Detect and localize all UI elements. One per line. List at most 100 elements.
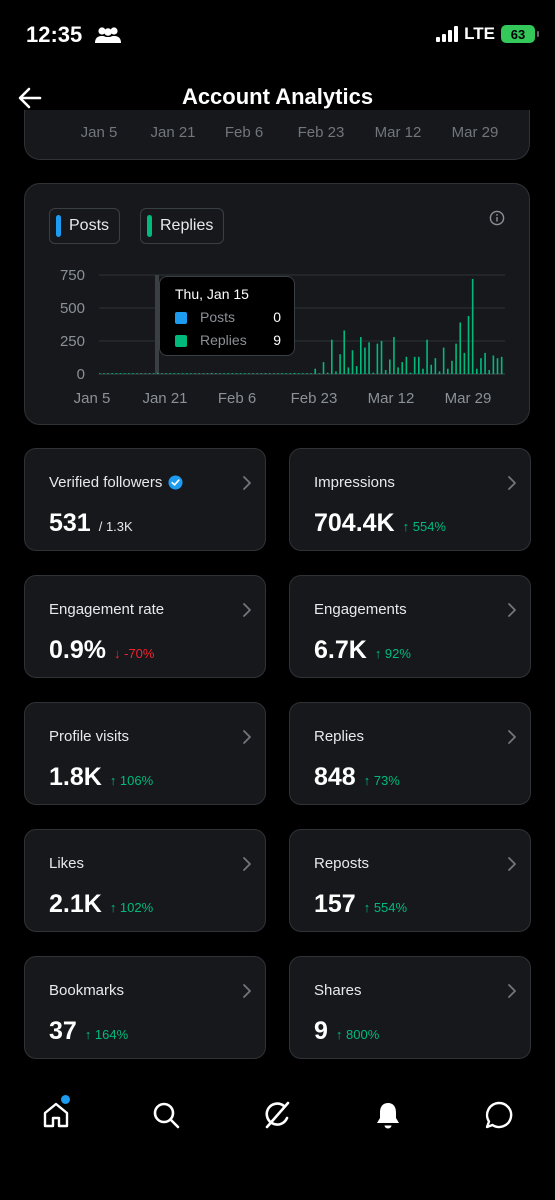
- replies-bar[interactable]: [115, 373, 118, 374]
- replies-bar[interactable]: [455, 343, 457, 374]
- replies-bar[interactable]: [297, 373, 300, 374]
- back-arrow-icon[interactable]: [16, 84, 44, 112]
- replies-bar[interactable]: [289, 373, 292, 374]
- replies-bar[interactable]: [268, 373, 271, 374]
- legend-posts-toggle[interactable]: Posts: [49, 208, 121, 244]
- replies-bar[interactable]: [451, 360, 453, 374]
- replies-bar[interactable]: [405, 356, 408, 374]
- replies-bar[interactable]: [157, 372, 159, 374]
- replies-bar[interactable]: [459, 322, 462, 374]
- replies-bar[interactable]: [215, 373, 217, 374]
- metric-card-likes[interactable]: Likes 2.1K ↑ 102%: [24, 829, 266, 932]
- replies-bar[interactable]: [194, 373, 196, 374]
- replies-bar[interactable]: [99, 373, 101, 374]
- replies-bar[interactable]: [318, 373, 321, 374]
- replies-bar[interactable]: [277, 373, 279, 374]
- replies-bar[interactable]: [306, 373, 308, 374]
- metric-card-engagements[interactable]: Engagements 6.7K ↑ 92%: [289, 575, 531, 678]
- replies-bar[interactable]: [248, 373, 250, 374]
- home-icon[interactable]: [41, 1100, 71, 1130]
- replies-bar[interactable]: [492, 355, 495, 374]
- replies-bar[interactable]: [231, 373, 234, 374]
- replies-bar[interactable]: [111, 373, 114, 374]
- replies-bar[interactable]: [206, 373, 209, 374]
- replies-bar[interactable]: [442, 347, 445, 374]
- replies-bar[interactable]: [136, 373, 138, 374]
- replies-bar[interactable]: [252, 373, 254, 374]
- replies-bar[interactable]: [190, 373, 192, 374]
- replies-bar[interactable]: [476, 368, 478, 374]
- replies-bar[interactable]: [413, 356, 416, 374]
- replies-bar[interactable]: [326, 372, 329, 374]
- replies-bar[interactable]: [210, 372, 213, 374]
- replies-bar[interactable]: [418, 356, 420, 374]
- replies-bar[interactable]: [293, 372, 296, 374]
- replies-bar[interactable]: [165, 373, 167, 374]
- replies-bar[interactable]: [169, 373, 172, 374]
- replies-bar[interactable]: [343, 330, 346, 374]
- replies-bar[interactable]: [181, 373, 184, 374]
- replies-bar[interactable]: [264, 373, 267, 374]
- replies-bar[interactable]: [397, 367, 399, 374]
- replies-bar[interactable]: [260, 373, 263, 374]
- metric-card-shares[interactable]: Shares 9 ↑ 800%: [289, 956, 531, 1059]
- replies-bar[interactable]: [161, 373, 163, 374]
- replies-bar[interactable]: [467, 315, 470, 374]
- replies-bar[interactable]: [173, 373, 176, 374]
- grok-icon[interactable]: [262, 1100, 292, 1130]
- replies-bar[interactable]: [314, 368, 317, 374]
- replies-bar[interactable]: [223, 373, 225, 374]
- replies-bar[interactable]: [256, 373, 259, 374]
- replies-bar[interactable]: [103, 373, 105, 374]
- replies-bar[interactable]: [273, 373, 275, 374]
- search-icon[interactable]: [151, 1100, 181, 1130]
- replies-bar[interactable]: [244, 373, 246, 374]
- replies-bar[interactable]: [480, 358, 482, 374]
- replies-bar[interactable]: [422, 368, 424, 374]
- metric-card-engagement-rate[interactable]: Engagement rate 0.9% ↓ -70%: [24, 575, 266, 678]
- replies-bar[interactable]: [500, 356, 503, 374]
- replies-bar[interactable]: [393, 337, 395, 374]
- metric-card-bookmarks[interactable]: Bookmarks 37 ↑ 164%: [24, 956, 266, 1059]
- messages-icon[interactable]: [484, 1100, 514, 1130]
- legend-replies-toggle[interactable]: Replies: [140, 208, 225, 244]
- replies-bar[interactable]: [380, 341, 383, 374]
- notifications-icon[interactable]: [373, 1100, 403, 1130]
- replies-bar[interactable]: [302, 373, 304, 374]
- info-icon[interactable]: [489, 210, 505, 226]
- replies-bar[interactable]: [123, 373, 126, 374]
- replies-bar[interactable]: [496, 358, 499, 374]
- replies-bar[interactable]: [484, 352, 486, 374]
- replies-bar[interactable]: [119, 373, 122, 374]
- replies-bar[interactable]: [202, 373, 205, 374]
- replies-bar[interactable]: [107, 373, 109, 374]
- replies-bar[interactable]: [355, 366, 358, 374]
- replies-bar[interactable]: [186, 373, 188, 374]
- replies-bar[interactable]: [447, 368, 449, 374]
- replies-bar[interactable]: [347, 367, 350, 374]
- metric-card-reposts[interactable]: Reposts 157 ↑ 554%: [289, 829, 531, 932]
- metric-card-replies[interactable]: Replies 848 ↑ 73%: [289, 702, 531, 805]
- replies-bar[interactable]: [384, 370, 387, 374]
- metric-card-verified-followers[interactable]: Verified followers 531 / 1.3K: [24, 448, 266, 551]
- replies-bar[interactable]: [144, 373, 147, 374]
- replies-bar[interactable]: [148, 373, 151, 374]
- replies-bar[interactable]: [227, 373, 230, 374]
- replies-bar[interactable]: [219, 373, 221, 374]
- replies-bar[interactable]: [331, 339, 333, 374]
- replies-bar[interactable]: [364, 347, 366, 374]
- metric-card-profile-visits[interactable]: Profile visits 1.8K ↑ 106%: [24, 702, 266, 805]
- replies-bar[interactable]: [488, 370, 491, 374]
- metric-card-impressions[interactable]: Impressions 704.4K ↑ 554%: [289, 448, 531, 551]
- replies-bar[interactable]: [409, 372, 412, 374]
- replies-bar[interactable]: [463, 352, 466, 374]
- replies-bar[interactable]: [322, 362, 325, 374]
- replies-bar[interactable]: [281, 373, 283, 374]
- replies-bar[interactable]: [376, 343, 379, 374]
- replies-bar[interactable]: [285, 373, 288, 374]
- replies-bar[interactable]: [132, 373, 134, 374]
- replies-bar[interactable]: [310, 373, 312, 374]
- replies-bar[interactable]: [335, 371, 337, 374]
- replies-bar[interactable]: [235, 373, 238, 374]
- replies-bar[interactable]: [434, 358, 437, 374]
